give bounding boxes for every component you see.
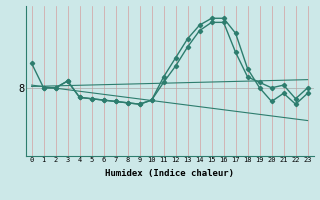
X-axis label: Humidex (Indice chaleur): Humidex (Indice chaleur)	[105, 169, 234, 178]
